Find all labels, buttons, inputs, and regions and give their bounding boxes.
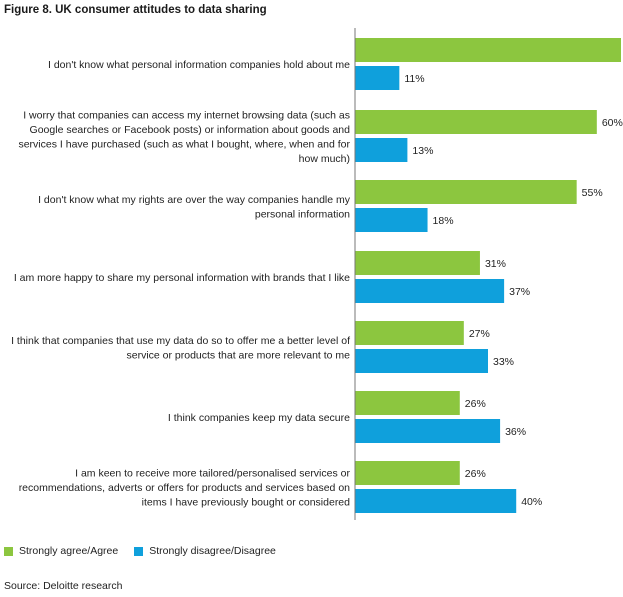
category-label-2-line-2: Google searches or Facebook posts) or in… <box>30 124 351 136</box>
value-label-disagree-7: 40% <box>521 496 542 508</box>
bar-disagree-1 <box>355 66 400 90</box>
value-label-disagree-4: 37% <box>509 286 530 298</box>
bar-agree-1 <box>355 38 621 62</box>
category-label-7-line-2: recommendations, adverts or offers for p… <box>19 482 350 494</box>
bar-agree-6 <box>355 391 460 415</box>
category-label-4-line-1: I am more happy to share my personal inf… <box>14 272 350 284</box>
category-label-6-line-1: I think companies keep my data secure <box>168 412 350 424</box>
bar-agree-3 <box>355 180 577 204</box>
bar-chart: 66%11%I don't know what personal informa… <box>11 28 623 520</box>
value-label-agree-7: 26% <box>465 468 486 480</box>
category-label-2-line-4: how much) <box>299 153 350 165</box>
value-label-agree-3: 55% <box>582 187 603 199</box>
value-label-agree-4: 31% <box>485 258 506 270</box>
bar-agree-7 <box>355 461 460 485</box>
bar-disagree-6 <box>355 419 501 443</box>
value-label-disagree-6: 36% <box>505 426 526 438</box>
category-label-5-line-1: I think that companies that use my data … <box>11 335 350 347</box>
value-label-disagree-2: 13% <box>412 145 433 157</box>
chart-title: Figure 8. UK consumer attitudes to data … <box>4 4 267 16</box>
legend: Strongly agree/Agree Strongly disagree/D… <box>4 545 292 557</box>
category-label-7-line-1: I am keen to receive more tailored/perso… <box>75 468 350 480</box>
bar-agree-5 <box>355 321 464 345</box>
category-label-7-line-3: items I have previously bought or consid… <box>142 497 351 509</box>
legend-item-agree: Strongly agree/Agree <box>4 545 118 557</box>
category-label-1-line-1: I don't know what personal information c… <box>48 59 350 71</box>
category-label-3-line-2: personal information <box>255 208 350 220</box>
legend-swatch-disagree <box>134 546 144 556</box>
legend-swatch-agree <box>4 546 13 556</box>
legend-label-disagree: Strongly disagree/Disagree <box>149 545 276 557</box>
bar-disagree-4 <box>355 279 505 303</box>
value-label-agree-2: 60% <box>602 117 623 129</box>
category-label-5-line-2: service or products that are more releva… <box>126 349 350 361</box>
value-label-disagree-5: 33% <box>493 356 514 368</box>
bar-agree-2 <box>355 110 597 134</box>
bar-agree-4 <box>355 251 480 275</box>
bar-disagree-7 <box>355 489 517 513</box>
bar-disagree-2 <box>355 138 408 162</box>
legend-item-disagree: Strongly disagree/Disagree <box>134 545 276 557</box>
source-note: Source: Deloitte research <box>4 580 123 592</box>
bar-disagree-5 <box>355 349 488 373</box>
value-label-agree-5: 27% <box>469 328 490 340</box>
value-label-disagree-3: 18% <box>433 215 454 227</box>
category-label-2-line-1: I worry that companies can access my int… <box>23 109 350 121</box>
value-label-disagree-1: 11% <box>404 73 424 85</box>
value-label-agree-6: 26% <box>465 398 486 410</box>
category-label-2-line-3: services I have purchased (such as what … <box>18 138 350 150</box>
legend-label-agree: Strongly agree/Agree <box>19 545 119 557</box>
bar-disagree-3 <box>355 208 428 232</box>
category-label-3-line-1: I don't know what my rights are over the… <box>38 194 351 206</box>
